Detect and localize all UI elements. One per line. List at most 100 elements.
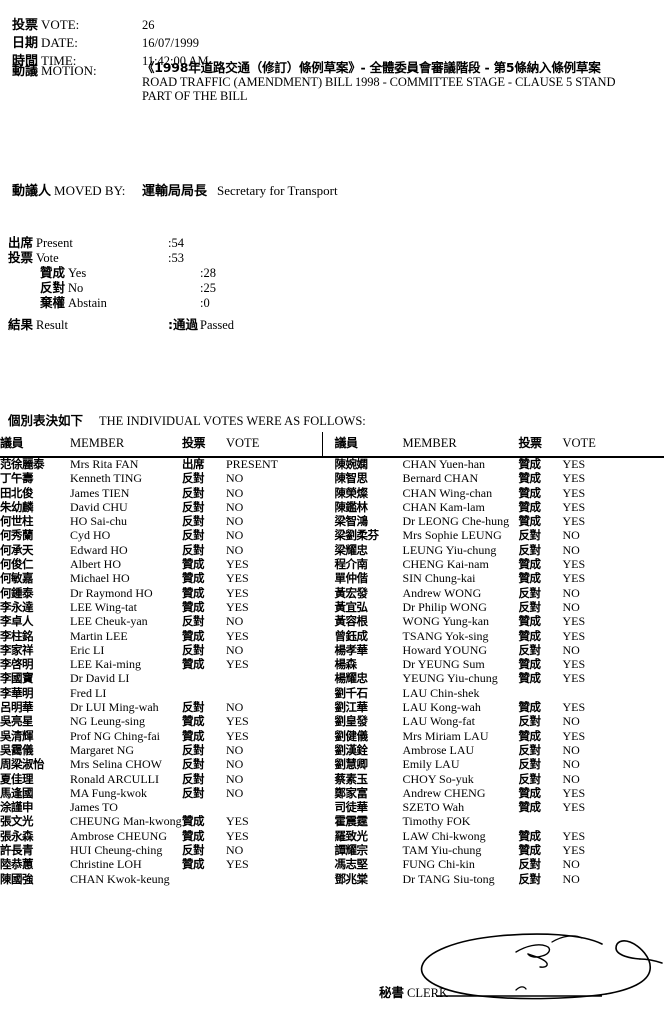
table-row: 鄭家富 Andrew CHENG 贊成 YES (335, 785, 664, 800)
table-row: 范徐麗泰 Mrs Rita FAN 出席 PRESENT (0, 456, 330, 471)
table-row: 何敏嘉 Michael HO 贊成 YES (0, 570, 330, 585)
member-vote-cn: 反對 (182, 485, 205, 500)
table-row: 李永達 LEE Wing-tat 贊成 YES (0, 599, 330, 614)
member-name-en: James TIEN (70, 485, 130, 500)
member-name-cn: 吳亮星 (0, 714, 34, 729)
header-member-cn-left: 議員 (0, 436, 24, 450)
motion-text-en-line1: ROAD TRAFFIC (AMENDMENT) BILL 1998 - COM… (142, 75, 616, 89)
member-name-en: Ronald ARCULLI (70, 771, 159, 786)
moved-by-value-en: Secretary for Transport (217, 183, 338, 198)
table-row: 許長青 HUI Cheung-ching 反對 NO (0, 842, 330, 858)
member-name-cn: 梁劉柔芬 (334, 528, 380, 543)
member-name-cn: 陳國強 (0, 871, 34, 886)
member-vote-en: YES (562, 514, 586, 529)
member-name-cn: 陳婉嫻 (334, 457, 369, 471)
votes-column-right: 議員 MEMBER 投票 VOTE 陳婉嫻 CHAN Yuen-han 贊成 YES 陳… (330, 434, 664, 886)
member-name-cn: 譚耀宗 (334, 843, 369, 858)
yes-label-en: Yes (68, 266, 87, 280)
meta-row-date: 日期 DATE: 16/07/1999 (12, 32, 652, 51)
member-name-en: LAU Kong-wah (402, 700, 481, 715)
member-vote-cn: 贊成 (182, 599, 205, 614)
member-name-cn: 何承天 (0, 542, 34, 557)
member-name-cn: 劉漢銓 (334, 742, 369, 757)
member-name-en: YEUNG Yiu-chung (402, 671, 498, 686)
member-vote-cn: 贊成 (182, 657, 205, 672)
member-name-en: TSANG Yok-sing (402, 628, 489, 643)
date-label-en: DATE: (41, 35, 78, 50)
vote-total-label: 投票 Vote (8, 247, 168, 266)
member-name-en: CHENG Kai-nam (402, 557, 489, 572)
member-vote-cn: 贊成 (182, 714, 205, 729)
member-name-cn: 梁耀忠 (334, 542, 369, 557)
member-name-en: LAU Wong-fat (402, 714, 475, 729)
member-name-cn: 涂謹申 (0, 800, 34, 815)
member-name-en: Mrs Sophie LEUNG (402, 528, 502, 543)
vote-number: 26 (142, 18, 155, 32)
member-vote-en: NO (562, 642, 580, 657)
member-vote-cn: 贊成 (182, 557, 205, 572)
member-vote-cn: 反對 (518, 714, 542, 729)
member-vote-cn: 贊成 (518, 571, 542, 586)
member-name-en: Ambrose LAU (402, 742, 475, 757)
member-vote-cn: 反對 (518, 742, 542, 757)
member-name-cn: 羅致光 (334, 828, 369, 843)
member-name-en: Mrs Selina CHOW (70, 757, 162, 772)
motion-text-en-line2: PART OF THE BILL (142, 89, 248, 103)
member-name-cn: 夏佳理 (0, 771, 34, 786)
member-vote-en: NO (226, 542, 244, 557)
member-vote-cn: 反對 (182, 542, 205, 557)
member-name-en: Martin LEE (70, 628, 128, 643)
member-name-cn: 劉千石 (334, 685, 369, 700)
member-vote-en: YES (562, 499, 586, 514)
document-meta: 投票 VOTE: 26 日期 DATE: 16/07/1999 時間 TIME: 11… (12, 14, 652, 69)
member-vote-cn: 反對 (518, 585, 542, 600)
member-name-en: HO Sai-chu (70, 514, 127, 529)
member-name-cn: 蔡素玉 (334, 771, 369, 786)
individual-votes-heading: 個別表決如下 THE INDIVIDUAL VOTES WERE AS FOLLO… (8, 410, 366, 429)
member-name-en: TAM Yiu-chung (402, 843, 482, 858)
member-name-cn: 陳鑑林 (334, 499, 369, 514)
tally-row-yes: 贊成 Yes :28 (8, 262, 408, 280)
member-name-cn: 李柱銘 (0, 628, 34, 643)
member-vote-en: NO (226, 742, 244, 757)
member-name-cn: 許長青 (0, 843, 34, 858)
member-name-en: CHAN Kwok-keung (70, 871, 170, 886)
member-vote-en: NO (226, 700, 244, 715)
member-vote-cn: 贊成 (518, 785, 542, 800)
member-name-cn: 劉慧卿 (334, 757, 369, 772)
header-member-en-right: MEMBER (402, 436, 457, 450)
member-name-cn: 陳智思 (334, 471, 369, 486)
member-name-cn: 馮志堅 (334, 857, 369, 872)
member-vote-cn: 反對 (182, 785, 205, 800)
yes-value: :28 (200, 266, 216, 280)
member-vote-en: NO (562, 528, 580, 543)
moved-by-value: 運輸局局長 Secretary for Transport (142, 180, 338, 199)
member-vote-cn: 贊成 (518, 628, 542, 643)
time-value: 11:42:00 AM (142, 54, 209, 68)
votes-rows-right: 陳婉嫻 CHAN Yuen-han 贊成 YES 陳智思 Bernard CHAN 贊成 YE… (334, 456, 664, 886)
member-name-en: LEE Kai-ming (70, 657, 141, 672)
member-vote-en: YES (562, 628, 586, 643)
yes-label-cn: 贊成 (40, 265, 66, 280)
member-vote-en: YES (562, 657, 586, 672)
member-vote-en: YES (562, 828, 586, 843)
member-vote-en: YES (562, 571, 586, 586)
member-vote-en: YES (226, 828, 249, 843)
table-row: 黃容根 WONG Yung-kan 贊成 YES (335, 613, 664, 628)
votes-rows-left: 范徐麗泰 Mrs Rita FAN 出席 PRESENT 丁午壽 Kenneth TING… (0, 456, 330, 886)
vote-label-en: VOTE: (41, 17, 80, 32)
moved-by-value-cn: 運輸局局長 (142, 184, 208, 199)
table-row: 田北俊 James TIEN 反對 NO (0, 485, 330, 500)
motion-label-en: MOTION: (41, 63, 97, 78)
member-name-cn: 單仲偕 (334, 571, 369, 586)
vote-label: 投票 VOTE: (12, 14, 142, 33)
table-header-row-right: 議員 MEMBER 投票 VOTE (335, 434, 664, 456)
member-name-cn: 黃宜弘 (334, 599, 369, 614)
table-row: 劉慧卿 Emily LAU 反對 NO (334, 756, 664, 772)
no-label: 反對 No (8, 277, 200, 296)
meta-row-time: 時間 TIME: 11:42:00 AM (12, 50, 652, 69)
member-name-en: Fred LI (70, 685, 107, 700)
member-name-en: Dr David LI (70, 671, 130, 686)
motion-text: 《1998年道路交通（修訂）條例草案》- 全體委員會審議階段 - 第5條納入條例… (142, 60, 642, 103)
member-vote-cn: 反對 (182, 614, 205, 629)
